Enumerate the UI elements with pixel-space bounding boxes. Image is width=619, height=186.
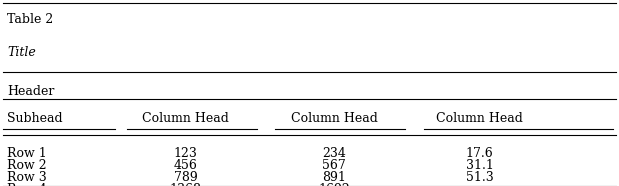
Text: Row 3: Row 3 xyxy=(7,171,47,184)
Text: 51.3: 51.3 xyxy=(466,171,493,184)
Text: 567: 567 xyxy=(322,159,346,172)
Text: Row 2: Row 2 xyxy=(7,159,47,172)
Text: 31.1: 31.1 xyxy=(465,159,494,172)
Text: 456: 456 xyxy=(174,159,197,172)
Text: Header: Header xyxy=(7,85,55,98)
Text: Subhead: Subhead xyxy=(7,112,63,125)
Text: 1368: 1368 xyxy=(170,183,202,186)
Text: Row 4: Row 4 xyxy=(7,183,47,186)
Text: 17.6: 17.6 xyxy=(466,147,493,160)
Text: Column Head: Column Head xyxy=(291,112,378,125)
Text: Title: Title xyxy=(7,46,36,60)
Text: 891: 891 xyxy=(322,171,346,184)
Text: 123: 123 xyxy=(174,147,197,160)
Text: Table 2: Table 2 xyxy=(7,13,54,26)
Text: 234: 234 xyxy=(322,147,346,160)
Text: Column Head: Column Head xyxy=(436,112,523,125)
Text: 789: 789 xyxy=(174,171,197,184)
Text: Row 1: Row 1 xyxy=(7,147,47,160)
Text: Column Head: Column Head xyxy=(142,112,229,125)
Text: 1692: 1692 xyxy=(318,183,350,186)
